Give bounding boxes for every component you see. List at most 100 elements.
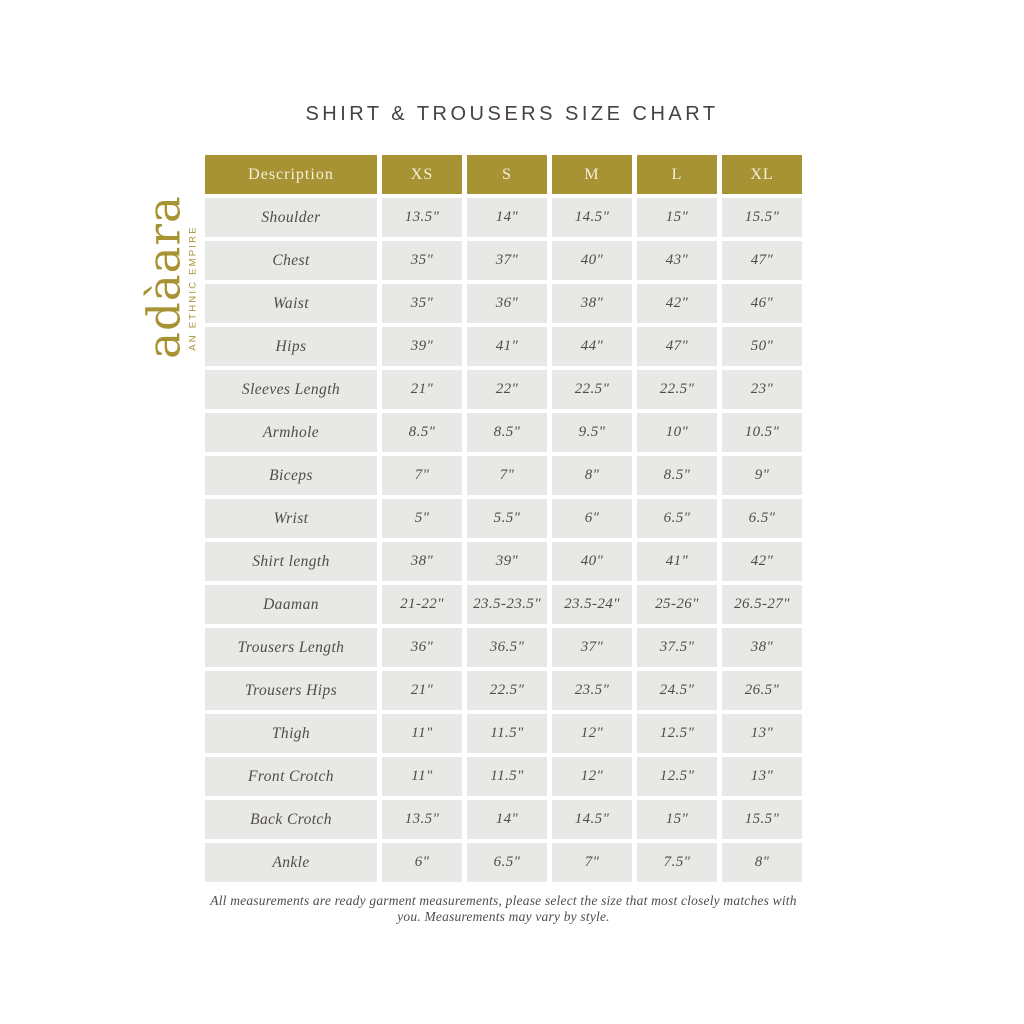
measurement-cell: 38"	[382, 542, 462, 581]
brand-tagline: AN ETHNIC EMPIRE	[187, 225, 199, 351]
size-table: Description XS S M L XL Shoulder 13.5" 14"…	[205, 155, 802, 882]
measurement-cell: 47"	[722, 241, 802, 280]
measurement-cell: 42"	[637, 284, 717, 323]
measurement-cell: 15.5"	[722, 800, 802, 839]
row-label: Chest	[205, 241, 377, 280]
measurement-cell: 11"	[382, 757, 462, 796]
measurement-cell: 41"	[637, 542, 717, 581]
column-header-description: Description	[205, 155, 377, 194]
measurement-cell: 12"	[552, 757, 632, 796]
measurement-cell: 26.5"	[722, 671, 802, 710]
measurement-cell: 15.5"	[722, 198, 802, 237]
measurement-cell: 21"	[382, 671, 462, 710]
measurement-cell: 38"	[722, 628, 802, 667]
row-label: Hips	[205, 327, 377, 366]
row-label: Sleeves Length	[205, 370, 377, 409]
measurement-cell: 15"	[637, 198, 717, 237]
measurement-cell: 8.5"	[467, 413, 547, 452]
footer-note: All measurements are ready garment measu…	[210, 893, 797, 925]
measurement-cell: 12.5"	[637, 757, 717, 796]
measurement-cell: 37"	[467, 241, 547, 280]
measurement-cell: 13.5"	[382, 198, 462, 237]
measurement-cell: 43"	[637, 241, 717, 280]
measurement-cell: 15"	[637, 800, 717, 839]
measurement-cell: 36.5"	[467, 628, 547, 667]
measurement-cell: 26.5-27"	[722, 585, 802, 624]
measurement-cell: 6.5"	[637, 499, 717, 538]
column-header-xl: XL	[722, 155, 802, 194]
measurement-cell: 36"	[382, 628, 462, 667]
measurement-cell: 47"	[637, 327, 717, 366]
column-header-l: L	[637, 155, 717, 194]
measurement-cell: 36"	[467, 284, 547, 323]
measurement-cell: 5.5"	[467, 499, 547, 538]
page-title: SHIRT & TROUSERS SIZE CHART	[305, 103, 719, 125]
measurement-cell: 23.5"	[552, 671, 632, 710]
measurement-cell: 6"	[382, 843, 462, 882]
measurement-cell: 7"	[552, 843, 632, 882]
measurement-cell: 37.5"	[637, 628, 717, 667]
measurement-cell: 46"	[722, 284, 802, 323]
measurement-cell: 14.5"	[552, 800, 632, 839]
row-label: Thigh	[205, 714, 377, 753]
measurement-cell: 21-22"	[382, 585, 462, 624]
measurement-cell: 21"	[382, 370, 462, 409]
measurement-cell: 14"	[467, 198, 547, 237]
measurement-cell: 6.5"	[722, 499, 802, 538]
measurement-cell: 40"	[552, 542, 632, 581]
measurement-cell: 12"	[552, 714, 632, 753]
measurement-cell: 39"	[467, 542, 547, 581]
measurement-cell: 23.5-24"	[552, 585, 632, 624]
measurement-cell: 8.5"	[637, 456, 717, 495]
measurement-cell: 40"	[552, 241, 632, 280]
measurement-cell: 6"	[552, 499, 632, 538]
row-label: Shirt length	[205, 542, 377, 581]
measurement-cell: 35"	[382, 284, 462, 323]
row-label: Wrist	[205, 499, 377, 538]
measurement-cell: 11.5"	[467, 714, 547, 753]
measurement-cell: 8"	[552, 456, 632, 495]
measurement-cell: 38"	[552, 284, 632, 323]
measurement-cell: 22.5"	[552, 370, 632, 409]
measurement-cell: 10.5"	[722, 413, 802, 452]
measurement-cell: 9.5"	[552, 413, 632, 452]
measurement-cell: 50"	[722, 327, 802, 366]
measurement-cell: 44"	[552, 327, 632, 366]
measurement-cell: 14"	[467, 800, 547, 839]
measurement-cell: 12.5"	[637, 714, 717, 753]
measurement-cell: 7"	[467, 456, 547, 495]
row-label: Armhole	[205, 413, 377, 452]
measurement-cell: 7.5"	[637, 843, 717, 882]
measurement-cell: 42"	[722, 542, 802, 581]
measurement-cell: 10"	[637, 413, 717, 452]
measurement-cell: 23"	[722, 370, 802, 409]
measurement-cell: 23.5-23.5"	[467, 585, 547, 624]
row-label: Shoulder	[205, 198, 377, 237]
column-header-s: S	[467, 155, 547, 194]
measurement-cell: 11"	[382, 714, 462, 753]
measurement-cell: 9"	[722, 456, 802, 495]
measurement-cell: 13"	[722, 757, 802, 796]
measurement-cell: 22.5"	[467, 671, 547, 710]
row-label: Ankle	[205, 843, 377, 882]
measurement-cell: 6.5"	[467, 843, 547, 882]
measurement-cell: 35"	[382, 241, 462, 280]
measurement-cell: 22"	[467, 370, 547, 409]
row-label: Front Crotch	[205, 757, 377, 796]
column-header-m: M	[552, 155, 632, 194]
measurement-cell: 39"	[382, 327, 462, 366]
measurement-cell: 25-26"	[637, 585, 717, 624]
measurement-cell: 13"	[722, 714, 802, 753]
row-label: Biceps	[205, 456, 377, 495]
row-label: Daaman	[205, 585, 377, 624]
measurement-cell: 41"	[467, 327, 547, 366]
column-header-xs: XS	[382, 155, 462, 194]
measurement-cell: 13.5"	[382, 800, 462, 839]
measurement-cell: 5"	[382, 499, 462, 538]
measurement-cell: 22.5"	[637, 370, 717, 409]
measurement-cell: 7"	[382, 456, 462, 495]
measurement-cell: 37"	[552, 628, 632, 667]
measurement-cell: 24.5"	[637, 671, 717, 710]
measurement-cell: 8"	[722, 843, 802, 882]
